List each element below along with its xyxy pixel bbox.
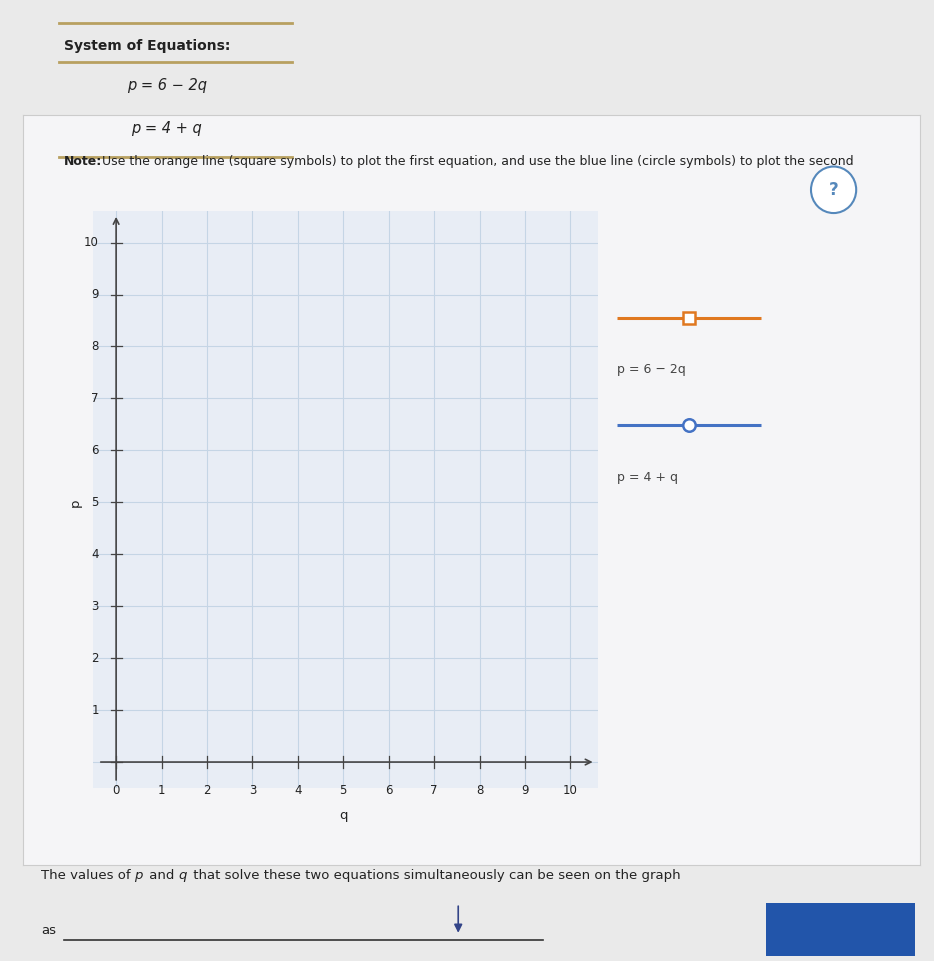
Text: 6: 6 [385, 784, 392, 797]
Text: 8: 8 [92, 340, 99, 353]
Circle shape [811, 166, 856, 213]
Text: 6: 6 [92, 444, 99, 456]
Text: q: q [339, 809, 347, 822]
Text: ?: ? [828, 181, 839, 199]
Text: 1: 1 [158, 784, 165, 797]
Text: 5: 5 [92, 496, 99, 508]
Text: and: and [146, 869, 179, 882]
Text: p: p [69, 498, 81, 506]
Text: 9: 9 [521, 784, 529, 797]
Text: 3: 3 [92, 600, 99, 613]
Text: Note:: Note: [64, 155, 102, 168]
Text: as: as [41, 924, 56, 937]
Text: 5: 5 [340, 784, 347, 797]
Text: q: q [178, 869, 187, 882]
Text: The values of: The values of [41, 869, 135, 882]
Text: 4: 4 [92, 548, 99, 561]
Text: 3: 3 [248, 784, 256, 797]
Text: 1: 1 [92, 703, 99, 717]
Text: 8: 8 [476, 784, 483, 797]
Text: 0: 0 [112, 784, 120, 797]
Text: 9: 9 [92, 288, 99, 301]
Text: 2: 2 [204, 784, 211, 797]
Text: 2: 2 [92, 652, 99, 665]
Text: p = 4 + q: p = 4 + q [132, 121, 202, 136]
Text: p = 6 − 2q: p = 6 − 2q [617, 363, 686, 377]
Text: 10: 10 [563, 784, 578, 797]
Text: p = 6 − 2q: p = 6 − 2q [127, 78, 206, 93]
Text: 4: 4 [294, 784, 302, 797]
Text: System of Equations:: System of Equations: [64, 39, 230, 53]
Text: 7: 7 [92, 392, 99, 405]
Text: that solve these two equations simultaneously can be seen on the graph: that solve these two equations simultane… [190, 869, 681, 882]
Text: Use the orange line (square symbols) to plot the first equation, and use the blu: Use the orange line (square symbols) to … [98, 155, 854, 168]
Text: 10: 10 [84, 236, 99, 249]
Text: p: p [134, 869, 143, 882]
Text: p = 4 + q: p = 4 + q [617, 471, 678, 484]
Text: 7: 7 [431, 784, 438, 797]
